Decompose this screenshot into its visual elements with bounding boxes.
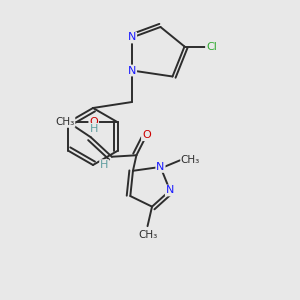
Text: Cl: Cl xyxy=(206,41,217,52)
Text: O: O xyxy=(142,130,151,140)
Text: CH₃: CH₃ xyxy=(138,230,157,240)
Text: N: N xyxy=(128,32,136,43)
Text: O: O xyxy=(89,117,98,127)
Text: N: N xyxy=(166,185,174,196)
Text: CH₃: CH₃ xyxy=(181,155,200,165)
Text: H: H xyxy=(90,124,98,134)
Text: N: N xyxy=(128,65,136,76)
Text: H: H xyxy=(100,160,109,170)
Text: CH₃: CH₃ xyxy=(56,117,75,127)
Text: N: N xyxy=(156,162,165,172)
